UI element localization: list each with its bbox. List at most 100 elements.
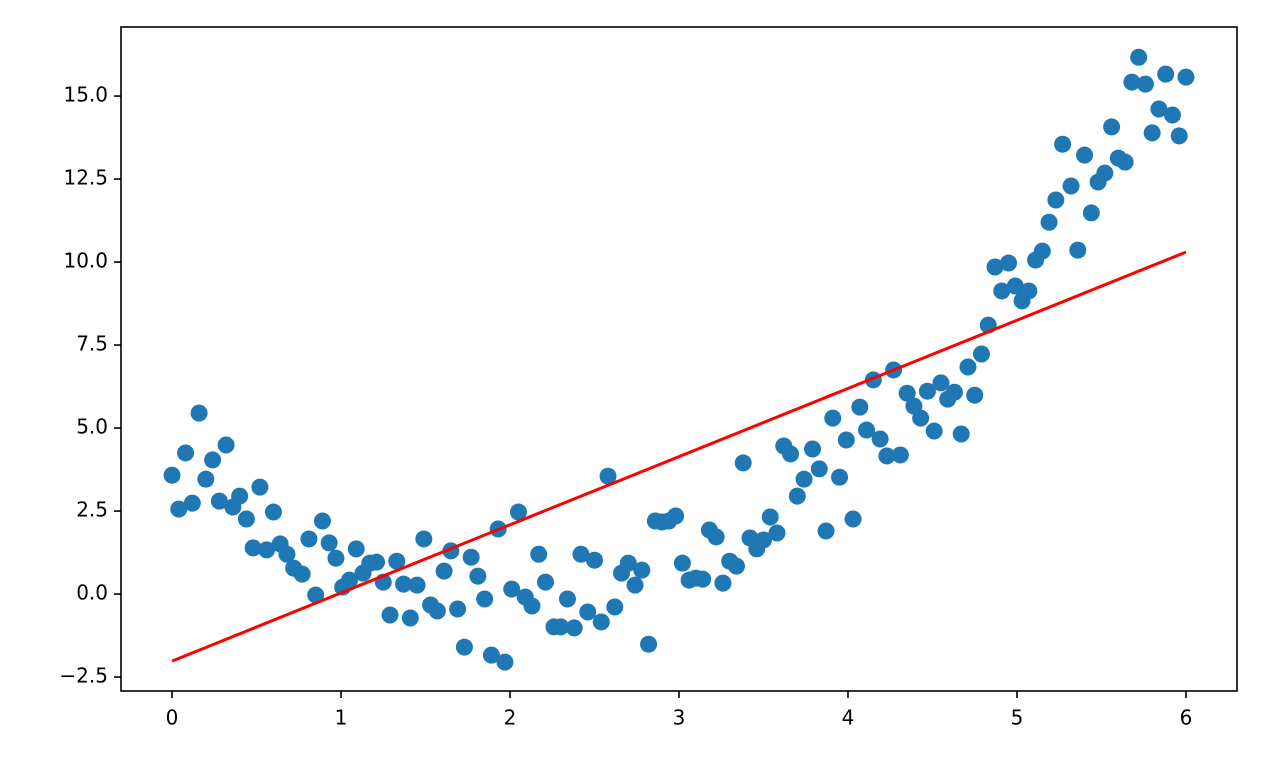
scatter-point xyxy=(1143,124,1161,142)
y-tick-label: −2.5 xyxy=(59,664,108,688)
scatter-point xyxy=(871,430,889,448)
scatter-point xyxy=(761,508,779,526)
scatter-point xyxy=(754,531,772,549)
y-tick-label: 10.0 xyxy=(63,249,108,273)
scatter-point xyxy=(320,534,338,552)
scatter-point xyxy=(727,557,745,575)
scatter-point xyxy=(307,586,325,604)
scatter-point xyxy=(878,447,896,465)
scatter-point xyxy=(1040,213,1058,231)
scatter-point xyxy=(1062,177,1080,195)
scatter-point xyxy=(231,487,249,505)
scatter-point xyxy=(993,282,1011,300)
scatter-point xyxy=(170,500,188,518)
scatter-point xyxy=(640,635,658,653)
scatter-point xyxy=(388,552,406,570)
scatter-point xyxy=(788,487,806,505)
scatter-point xyxy=(817,522,835,540)
scatter-point xyxy=(496,653,514,671)
scatter-point xyxy=(1020,282,1038,300)
scatter-point xyxy=(449,600,467,618)
scatter-point xyxy=(1076,146,1094,164)
scatter-point xyxy=(237,510,255,528)
scatter-point xyxy=(552,618,570,636)
scatter-point xyxy=(300,530,318,548)
scatter-point xyxy=(558,590,576,608)
scatter-point xyxy=(482,646,500,664)
scatter-point xyxy=(190,404,208,422)
scatter-point xyxy=(244,539,262,557)
scatter-point xyxy=(177,444,195,462)
scatter-point xyxy=(782,445,800,463)
scatter-point xyxy=(837,431,855,449)
scatter-point xyxy=(592,613,610,631)
scatter-point xyxy=(898,384,916,402)
scatter-point xyxy=(503,580,521,598)
plot-frame xyxy=(120,26,1238,692)
x-tick-label: 0 xyxy=(166,706,179,730)
scatter-point xyxy=(1130,48,1148,66)
scatter-point xyxy=(734,454,752,472)
scatter-point xyxy=(986,258,1004,276)
scatter-point xyxy=(707,528,725,546)
scatter-point xyxy=(455,638,473,656)
y-tick-label: 5.0 xyxy=(76,415,108,439)
scatter-point xyxy=(204,451,222,469)
y-tick-label: 15.0 xyxy=(63,83,108,107)
scatter-point xyxy=(824,409,842,427)
scatter-point xyxy=(918,382,936,400)
scatter-point xyxy=(381,606,399,624)
scatter-point xyxy=(966,386,984,404)
scatter-point xyxy=(509,503,527,521)
scatter-point xyxy=(1103,118,1121,136)
scatter-point xyxy=(831,468,849,486)
scatter-point xyxy=(536,573,554,591)
scatter-point xyxy=(1177,68,1195,86)
scatter-point xyxy=(626,576,644,594)
scatter-point xyxy=(1157,65,1175,83)
scatter-point xyxy=(197,470,215,488)
line xyxy=(171,250,1187,663)
scatter-point xyxy=(932,374,950,392)
scatter-point xyxy=(959,358,977,376)
scatter-point xyxy=(795,470,813,488)
y-tick-label: 0.0 xyxy=(76,581,108,605)
scatter-point xyxy=(1054,135,1072,153)
scatter-point xyxy=(313,512,331,530)
scatter-point xyxy=(1116,153,1134,171)
scatter-point xyxy=(1069,241,1087,259)
y-tick-label: 2.5 xyxy=(76,498,108,522)
scatter-point xyxy=(1123,73,1141,91)
scatter-point xyxy=(694,570,712,588)
scatter-point xyxy=(844,510,862,528)
x-tick-label: 4 xyxy=(842,706,855,730)
scatter-point xyxy=(804,440,822,458)
scatter-point xyxy=(1163,106,1181,124)
scatter-point xyxy=(258,541,276,559)
scatter-point xyxy=(1096,164,1114,182)
scatter-point xyxy=(368,553,386,571)
scatter-point xyxy=(401,609,419,627)
scatter-point xyxy=(428,602,446,620)
scatter-point xyxy=(462,548,480,566)
scatter-point xyxy=(599,467,617,485)
y-tick-label: 12.5 xyxy=(63,166,108,190)
scatter-point xyxy=(945,383,963,401)
scatter-point xyxy=(264,503,282,521)
scatter-point xyxy=(851,398,869,416)
scatter-point xyxy=(278,545,296,563)
scatter-point xyxy=(251,478,269,496)
scatter-point xyxy=(415,530,433,548)
scatter-point xyxy=(952,425,970,443)
scatter-point xyxy=(972,345,990,363)
scatter-point xyxy=(1006,277,1024,295)
scatter-point xyxy=(606,598,624,616)
scatter-point xyxy=(1033,242,1051,260)
x-tick-label: 2 xyxy=(504,706,517,730)
scatter-point xyxy=(586,551,604,569)
scatter-point xyxy=(1082,204,1100,222)
